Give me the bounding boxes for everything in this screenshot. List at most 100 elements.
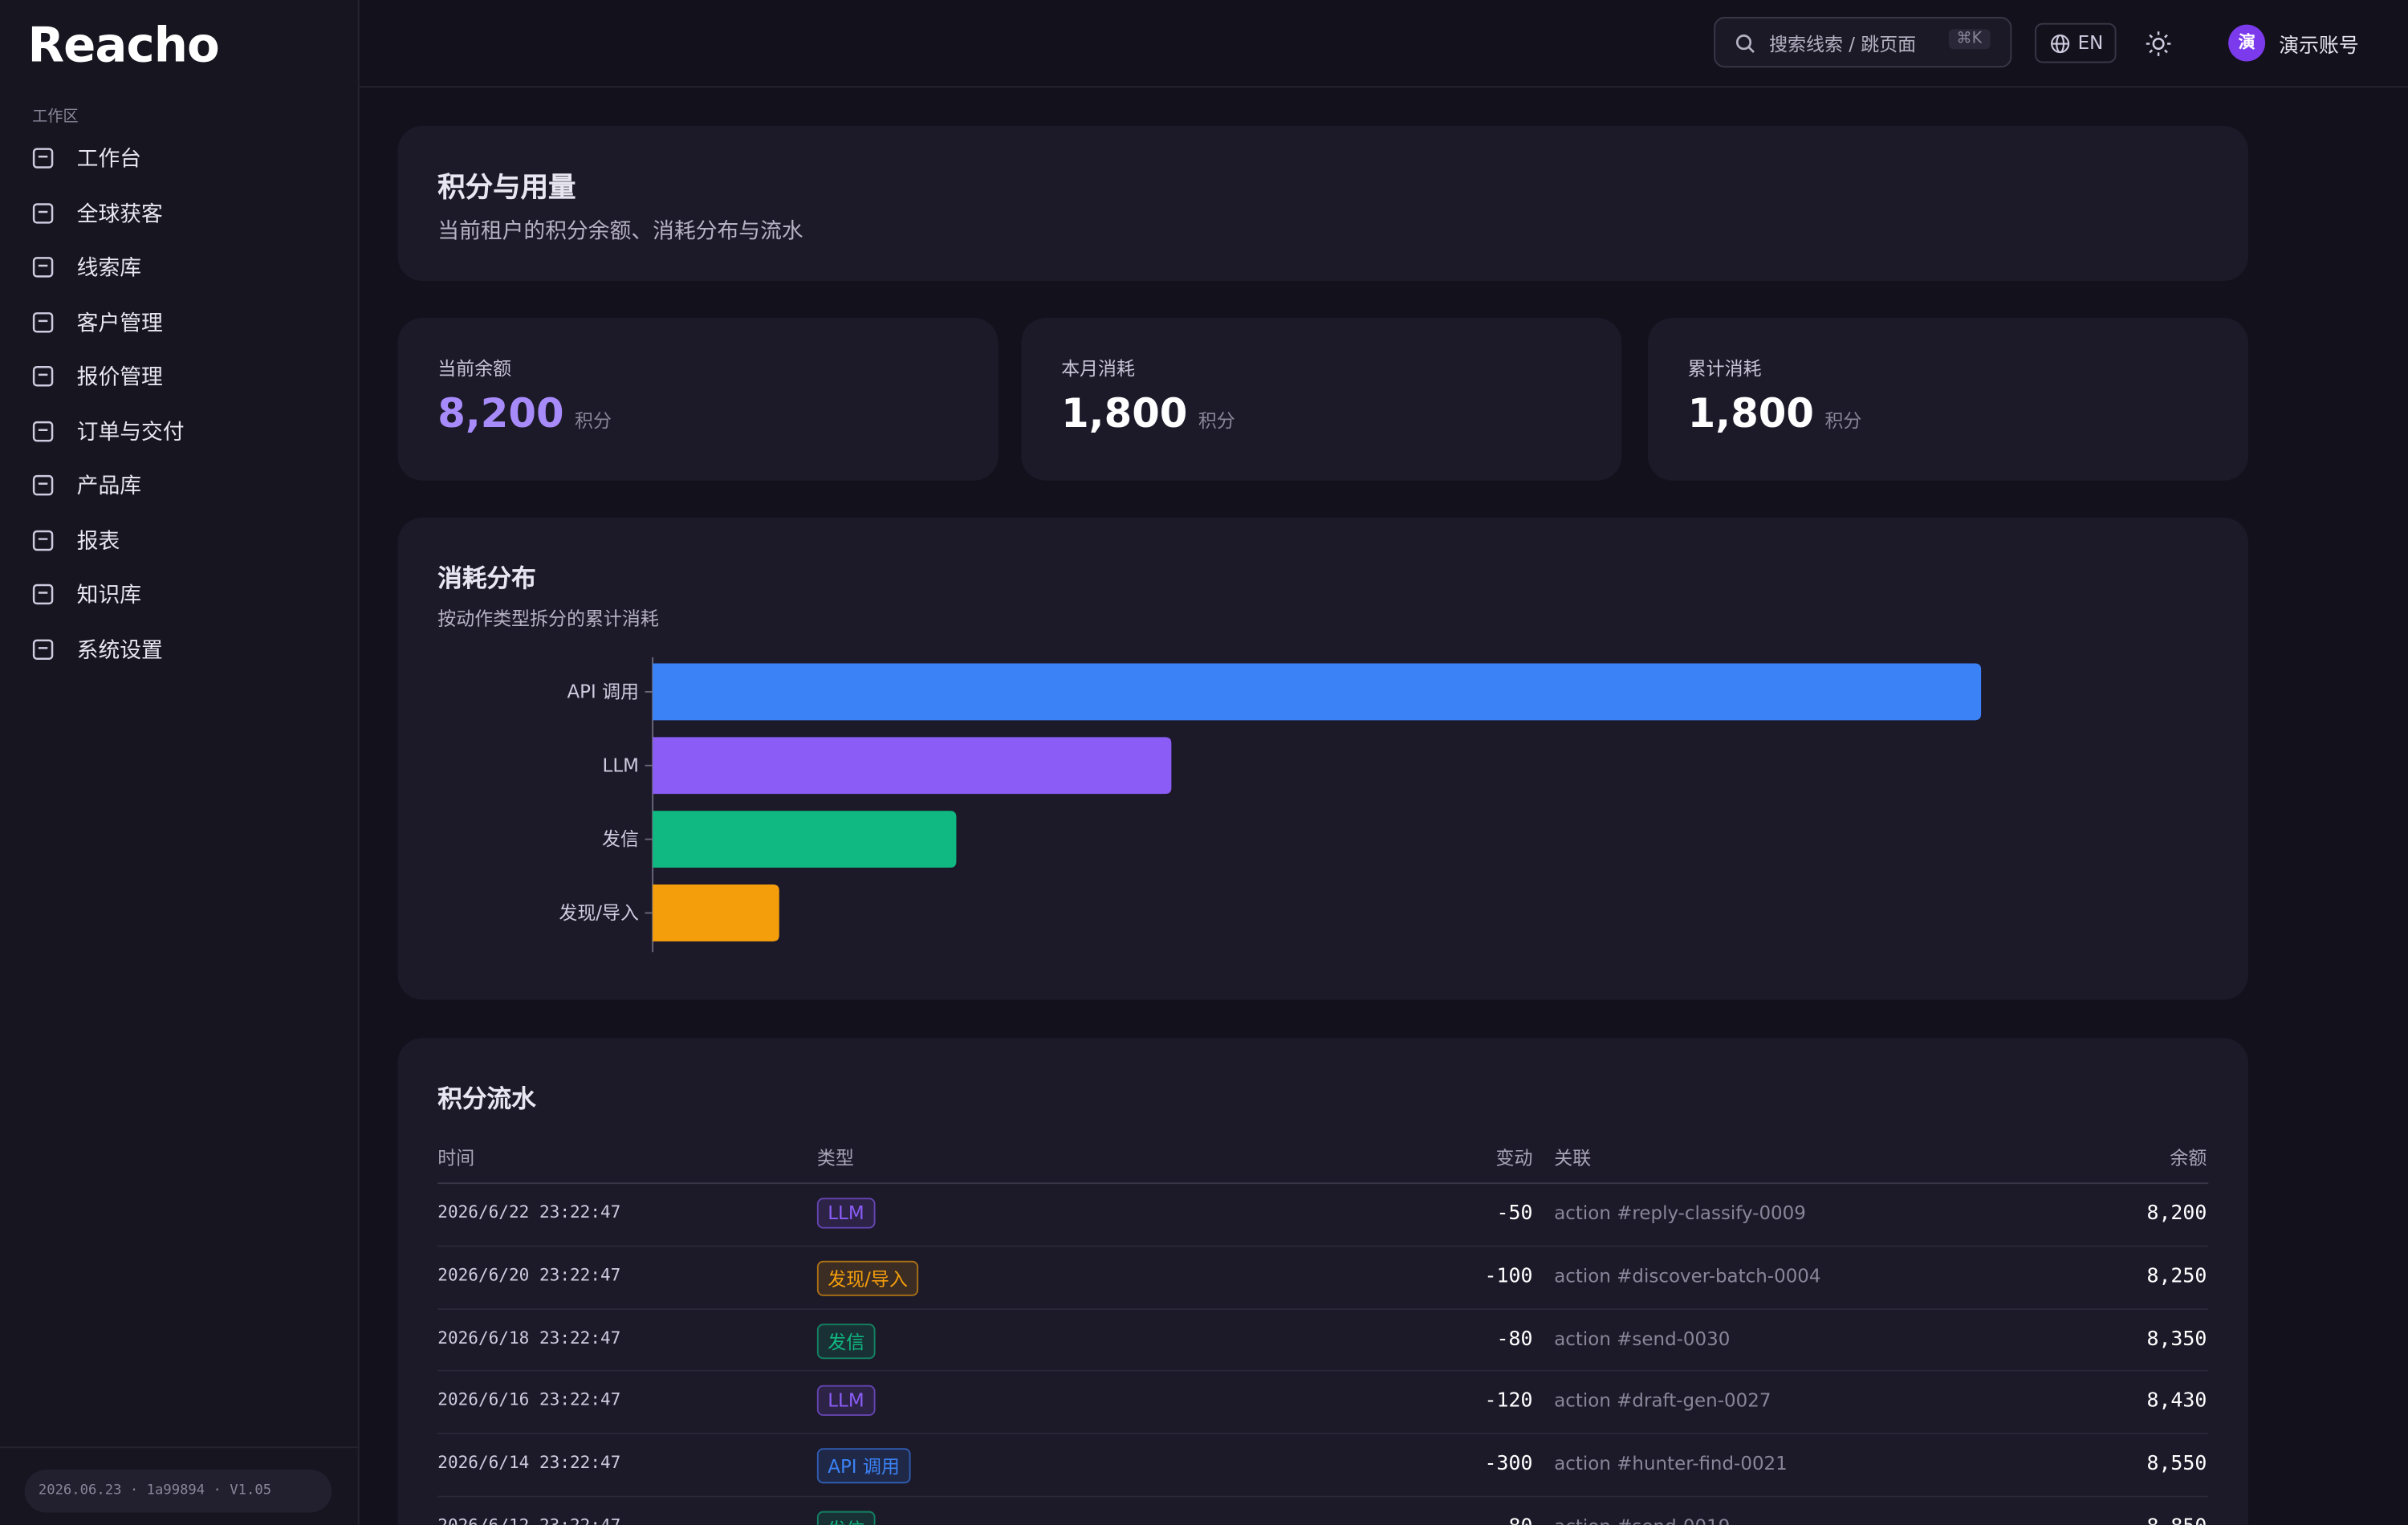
page-subtitle: 当前租户的积分余额、消耗分布与流水 bbox=[437, 219, 803, 245]
reference-cell: action #send-0030 bbox=[1554, 1328, 1731, 1349]
reference-cell: action #reply-classify-0009 bbox=[1554, 1202, 1806, 1224]
icon-shape bbox=[32, 202, 54, 223]
chart-subtitle: 按动作类型拆分的累计消耗 bbox=[437, 608, 659, 630]
icon-shape bbox=[32, 474, 54, 496]
nav-icon bbox=[32, 202, 54, 223]
sidebar: Reacho 工作区 2026.06.23 · 1a99894 · V1.05 … bbox=[0, 0, 360, 1525]
balance-cell: 8,430 bbox=[2146, 1390, 2207, 1413]
nav-icon bbox=[32, 584, 54, 605]
stat-unit: 积分 bbox=[1824, 409, 1862, 432]
row-rule bbox=[437, 1245, 2209, 1247]
icon-shape bbox=[32, 638, 54, 660]
category-label: 发信 bbox=[602, 829, 639, 850]
nav-item[interactable]: 系统设置 bbox=[31, 630, 163, 667]
change-cell: -120 bbox=[1484, 1390, 1533, 1413]
nav-item[interactable]: 知识库 bbox=[31, 575, 141, 612]
type-badge: 发信 bbox=[816, 1323, 876, 1359]
stat-unit: 积分 bbox=[575, 409, 612, 432]
balance-cell: 8,550 bbox=[2146, 1453, 2207, 1477]
stat-value-row: 8,200 积分 bbox=[437, 392, 612, 437]
nav-item[interactable]: 工作台 bbox=[31, 140, 141, 177]
time-cell: 2026/6/20 23:22:47 bbox=[437, 1265, 621, 1286]
page-header-card: 积分与用量 当前租户的积分余额、消耗分布与流水 bbox=[397, 125, 2249, 282]
stat-card: 累计消耗 1,800 积分 bbox=[1647, 318, 2249, 481]
nav-item[interactable]: 报表 bbox=[31, 522, 120, 559]
search-box[interactable]: 搜索线索 / 跳页面 ⌘K bbox=[1714, 17, 2012, 68]
type-badge: 发现/导入 bbox=[816, 1260, 919, 1296]
bar bbox=[653, 885, 779, 941]
type-badge: LLM bbox=[816, 1385, 876, 1417]
globe-icon bbox=[2051, 34, 2070, 54]
type-badge: API 调用 bbox=[816, 1448, 911, 1484]
stat-value-row: 1,800 积分 bbox=[1688, 392, 1862, 437]
icon-shape bbox=[32, 311, 54, 332]
nav-item[interactable]: 报价管理 bbox=[31, 358, 163, 395]
language-button[interactable]: EN bbox=[2035, 22, 2117, 63]
nav-label: 报价管理 bbox=[76, 365, 163, 390]
shortcut: ⌘K bbox=[1948, 29, 1990, 50]
icon-shape bbox=[32, 420, 54, 441]
divider bbox=[0, 1446, 358, 1449]
change-cell: -300 bbox=[1484, 1453, 1533, 1477]
reference-cell: action #discover-batch-0004 bbox=[1554, 1265, 1821, 1287]
stat-value: 1,800 bbox=[1061, 391, 1188, 438]
version: 2026.06.23 · 1a99894 · V1.05 bbox=[24, 1469, 332, 1513]
balance-cell: 8,250 bbox=[2146, 1265, 2207, 1288]
stat-card: 本月消耗 1,800 积分 bbox=[1021, 318, 1622, 481]
bar bbox=[653, 737, 1172, 795]
row-rule bbox=[437, 1495, 2209, 1498]
time-cell: 2026/6/14 23:22:47 bbox=[437, 1453, 621, 1474]
column-header: 类型 bbox=[816, 1147, 854, 1169]
icon-shape bbox=[32, 366, 54, 387]
balance-cell: 8,350 bbox=[2146, 1328, 2207, 1351]
search-icon bbox=[1735, 35, 1755, 53]
category-label: LLM bbox=[603, 755, 639, 776]
category-label: API 调用 bbox=[567, 682, 638, 703]
stat-card: 当前余额 8,200 积分 bbox=[397, 318, 999, 481]
bar bbox=[653, 811, 957, 868]
nav-label: 系统设置 bbox=[76, 637, 163, 663]
column-header: 时间 bbox=[437, 1147, 475, 1169]
change-cell: -100 bbox=[1484, 1265, 1533, 1288]
nav-item[interactable]: 订单与交付 bbox=[31, 413, 185, 449]
icon-shape bbox=[32, 529, 54, 551]
nav-item[interactable]: 产品库 bbox=[31, 467, 141, 504]
stat-value: 1,800 bbox=[1687, 391, 1815, 438]
icon-shape bbox=[32, 584, 54, 605]
page-title: 积分与用量 bbox=[437, 172, 576, 205]
stat-label: 当前余额 bbox=[437, 357, 512, 380]
balance-cell: 8,850 bbox=[2146, 1515, 2207, 1524]
nav-label: 客户管理 bbox=[76, 311, 163, 336]
type-badge: LLM bbox=[816, 1198, 876, 1229]
logo[interactable]: Reacho bbox=[27, 18, 219, 74]
time-cell: 2026/6/16 23:22:47 bbox=[437, 1390, 621, 1411]
avatar[interactable]: 演 bbox=[2228, 24, 2266, 62]
reference-cell: action #draft-gen-0027 bbox=[1554, 1390, 1771, 1413]
row-rule bbox=[437, 1307, 2209, 1310]
nav-item[interactable]: 客户管理 bbox=[31, 303, 163, 340]
header bbox=[359, 0, 2408, 88]
row-rule bbox=[437, 1433, 2209, 1435]
stat-value-row: 1,800 积分 bbox=[1061, 392, 1235, 437]
stat-label: 累计消耗 bbox=[1687, 357, 1762, 380]
column-header: 余额 bbox=[2170, 1147, 2207, 1169]
bar bbox=[653, 663, 1982, 721]
account-name[interactable]: 演示账号 bbox=[2279, 35, 2359, 59]
chart-card: 消耗分布 按动作类型拆分的累计消耗 API 调用 LLM 发信 发现/导入 bbox=[397, 517, 2249, 1000]
nav-label: 线索库 bbox=[76, 256, 142, 282]
nav-item[interactable]: 线索库 bbox=[31, 249, 141, 286]
nav-icon bbox=[32, 311, 54, 332]
nav-label: 报表 bbox=[76, 529, 120, 554]
nav-icon bbox=[32, 529, 54, 551]
column-header: 关联 bbox=[1554, 1147, 1592, 1169]
time-cell: 2026/6/22 23:22:47 bbox=[437, 1202, 621, 1222]
nav-icon bbox=[32, 148, 54, 169]
nav-item[interactable]: 全球获客 bbox=[31, 194, 163, 231]
icon-shape bbox=[32, 148, 54, 169]
theme-toggle[interactable] bbox=[2146, 31, 2172, 57]
category-label: 发现/导入 bbox=[559, 903, 639, 924]
table-card: 积分流水 时间 类型 变动 关联 余额 2026/6/22 23:22:47 LLM -50 a… bbox=[397, 1038, 2249, 1525]
